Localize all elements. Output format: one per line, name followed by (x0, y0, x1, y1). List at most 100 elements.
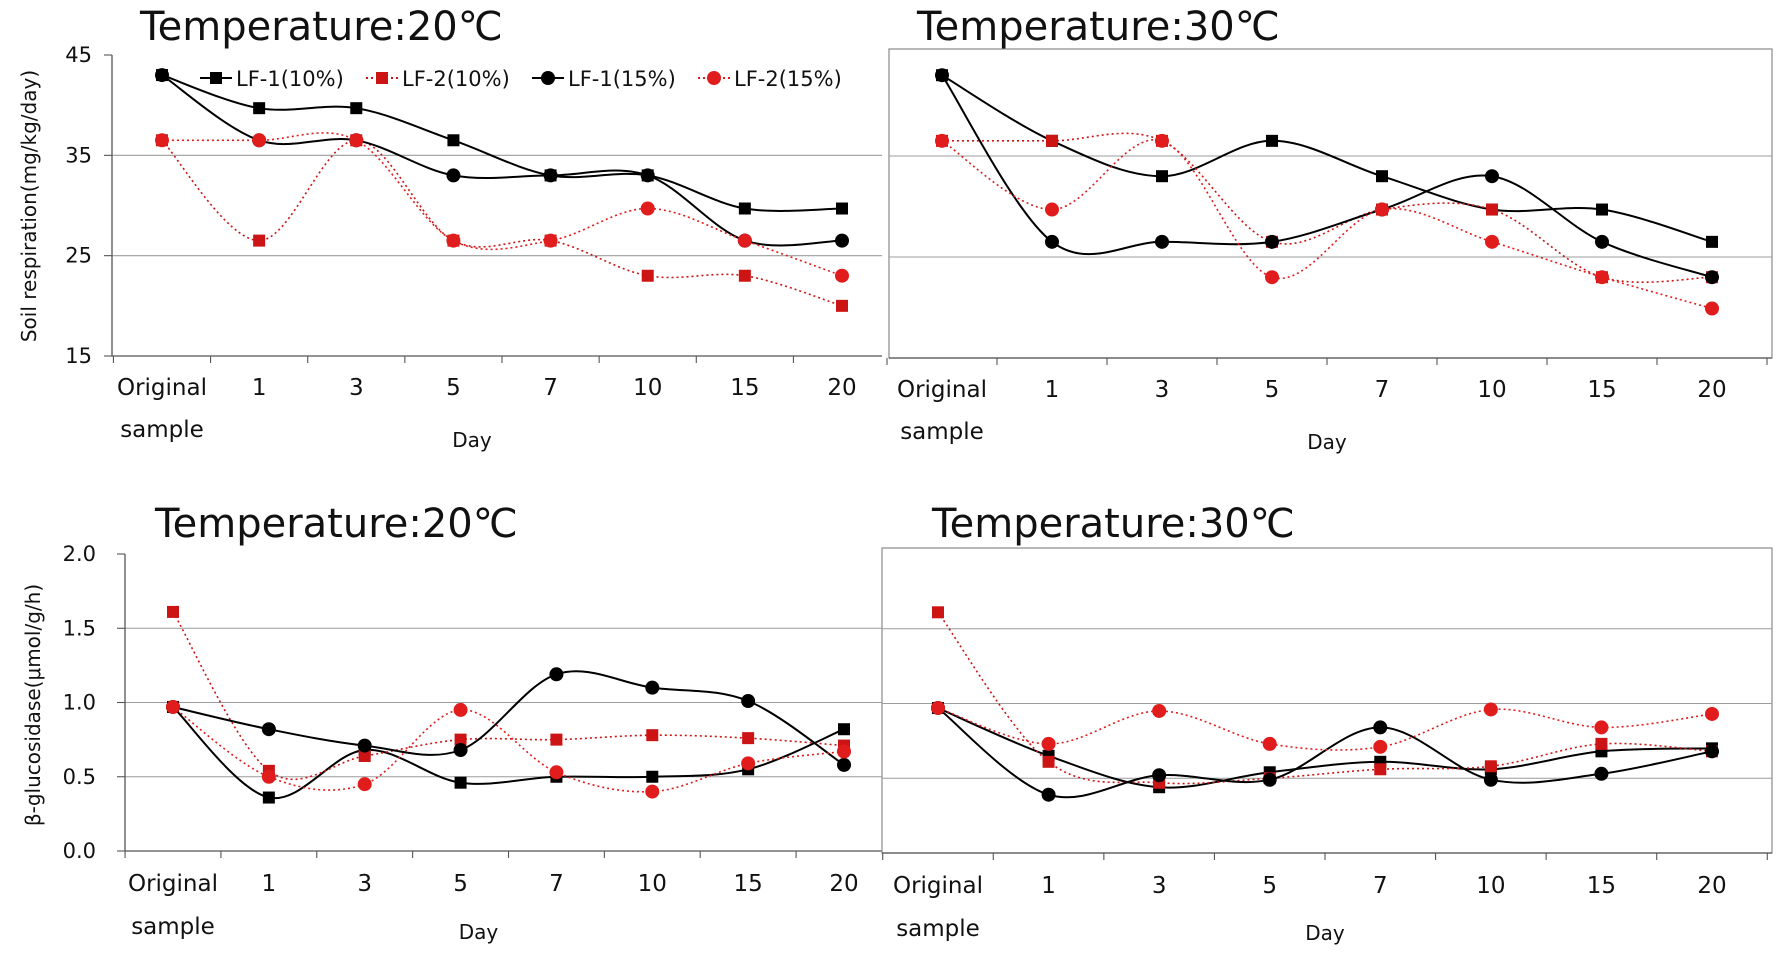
data-point (261, 769, 276, 784)
x-tick-label: 1 (252, 375, 267, 401)
x-tick-label: 10 (633, 375, 662, 401)
data-point (549, 765, 564, 780)
legend-marker (376, 72, 388, 84)
data-point (1594, 766, 1609, 781)
data-point (1042, 755, 1055, 768)
data-point (454, 733, 467, 746)
series-line (941, 74, 1713, 279)
data-point (741, 694, 756, 709)
chart-panel-2: Temperature:30℃ Original sample 1 3 5 7 10 15 20 D… (886, 4, 1773, 454)
data-point (1486, 203, 1498, 216)
x-tick-label: 20 (1697, 377, 1726, 403)
data-point (1485, 169, 1499, 184)
series-lf-2-10 (932, 606, 1718, 789)
data-point (1156, 170, 1168, 183)
y-tick-label: 1.5 (63, 616, 96, 640)
data-point (1596, 203, 1608, 216)
data-point (357, 738, 372, 753)
x-tick-label: 5 (453, 871, 468, 897)
legend-entry: LF-2(15%) (698, 67, 842, 91)
x-tick-label: 3 (1155, 377, 1170, 403)
x-tick-label: 7 (1375, 377, 1390, 403)
data-point (357, 777, 372, 792)
data-point (1152, 703, 1167, 718)
data-point (641, 269, 654, 282)
data-point (646, 729, 659, 742)
data-point (350, 102, 363, 115)
x-tick-label: 1 (1045, 377, 1060, 403)
data-point (645, 784, 660, 799)
data-point (453, 702, 468, 717)
data-point (1705, 706, 1719, 721)
data-point (261, 722, 276, 737)
x-tick-label: 7 (549, 871, 564, 897)
data-point (646, 770, 659, 783)
series-line (172, 670, 845, 766)
series-lf-1-10 (167, 700, 850, 804)
legend-entry: LF-1(15%) (532, 67, 676, 91)
series-line (941, 74, 1713, 243)
data-point (1045, 202, 1059, 217)
x-tick-label: 1 (262, 871, 277, 897)
series-line (937, 707, 1713, 751)
data-point (837, 757, 851, 772)
y-tick-label: 25 (65, 244, 92, 268)
data-point (1373, 720, 1388, 735)
legend-label: LF-2(15%) (734, 67, 842, 91)
data-point (738, 202, 751, 215)
legend-label: LF-2(10%) (402, 67, 510, 91)
x-tick-label: 7 (543, 375, 558, 401)
x-tick-label: Original (897, 377, 987, 403)
y-axis-title: Soil respiration(mg/kg/day) (17, 70, 41, 342)
plot-frame (881, 547, 1773, 854)
data-point (1374, 763, 1387, 776)
data-point (931, 700, 945, 715)
data-point (550, 733, 563, 746)
data-point (543, 233, 558, 248)
series-lf-2-15 (931, 700, 1719, 754)
data-point (1373, 739, 1388, 754)
series-lf-2-10 (156, 134, 848, 312)
data-point (737, 233, 752, 248)
x-tick-label: sample (896, 916, 980, 942)
series-line (161, 132, 843, 277)
y-tick-label: 0.5 (63, 765, 96, 789)
y-tick-label: 2.0 (63, 542, 96, 566)
chart-title: Temperature:30℃ (916, 4, 1280, 50)
chart-title: Temperature:20℃ (154, 501, 518, 547)
data-point (1375, 202, 1389, 217)
data-point (640, 201, 655, 216)
data-point (252, 133, 267, 148)
data-point (1485, 234, 1499, 249)
legend-marker (707, 71, 721, 85)
legend-marker (210, 72, 222, 84)
data-point (1484, 760, 1497, 773)
data-point (935, 133, 949, 148)
series-line (172, 706, 845, 800)
data-point (549, 667, 564, 682)
legend-entry: LF-1(10%) (200, 67, 344, 91)
x-tick-label: 3 (357, 871, 372, 897)
x-tick-label: 7 (1373, 873, 1388, 899)
data-point (349, 133, 364, 148)
data-point (1595, 234, 1609, 249)
data-point (1041, 787, 1056, 802)
chart-title: Temperature:30℃ (931, 501, 1295, 547)
x-tick-label: 15 (734, 871, 763, 897)
x-tick-label: 20 (827, 375, 856, 401)
y-tick-label: 45 (65, 43, 92, 67)
y-tick-label: 1.0 (63, 691, 96, 715)
legend-label: LF-1(10%) (236, 67, 344, 91)
x-tick-label: sample (900, 419, 984, 445)
data-point (932, 606, 944, 619)
chart-panel-3: 0.0 0.5 1.0 1.5 2.0 Temperature:20℃ Original sa… (21, 501, 882, 944)
x-tick-label: Original (128, 871, 218, 897)
data-point (453, 743, 468, 758)
y-tick-label: 15 (65, 344, 92, 368)
series-lf-1-10 (936, 69, 1718, 248)
data-point (836, 299, 848, 312)
x-tick-label: 3 (349, 375, 364, 401)
y-axis-title: β-glucosidase(μmol/g/h) (21, 584, 45, 826)
data-point (837, 744, 851, 759)
